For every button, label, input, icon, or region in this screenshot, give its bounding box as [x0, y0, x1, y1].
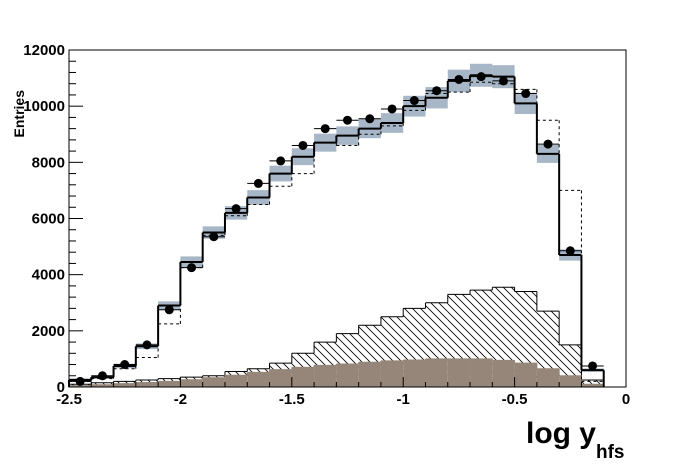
y-tick-label: 4000	[32, 267, 65, 284]
y-tick-label: 12000	[23, 42, 65, 59]
filled-bar	[291, 367, 315, 387]
data-point	[97, 371, 107, 381]
filled-bar	[336, 363, 359, 387]
data-point	[409, 96, 419, 106]
x-axis-label-sub: hfs	[596, 442, 625, 463]
filled-bar	[158, 381, 181, 387]
filled-bar	[425, 358, 448, 387]
filled-bar	[135, 382, 159, 387]
data-point	[253, 178, 263, 188]
filled-bar	[91, 384, 114, 387]
data-point	[521, 89, 531, 99]
filled-bar	[447, 358, 471, 387]
hatched-bar	[581, 379, 604, 387]
data-point	[120, 360, 130, 370]
x-axis-label: log y	[526, 417, 596, 450]
filled-bar	[380, 360, 404, 387]
x-tick-label: 0	[622, 391, 630, 408]
filled-bar	[514, 363, 537, 387]
data-point	[543, 139, 553, 149]
filled-bar	[581, 384, 604, 387]
data-point	[164, 305, 174, 315]
y-tick-label: 0	[57, 379, 65, 396]
x-tick-label: -2	[174, 391, 187, 408]
data-point	[432, 86, 442, 96]
filled-bar	[247, 372, 270, 387]
data-point	[387, 104, 397, 114]
data-point	[142, 340, 152, 350]
data-point	[75, 376, 85, 386]
data-point	[209, 232, 219, 242]
x-tick-label: -2.5	[56, 391, 82, 408]
filled-bar	[492, 360, 515, 387]
filled-bar	[358, 362, 381, 387]
filled-bar	[314, 365, 337, 387]
data-point	[187, 263, 197, 273]
filled-bar	[470, 358, 493, 387]
x-tick-label: -0.5	[502, 391, 528, 408]
y-axis-label: Entries	[11, 90, 27, 138]
data-point	[498, 76, 508, 86]
data-point	[343, 115, 352, 125]
hatched-bar	[536, 311, 560, 387]
filled-bar	[180, 379, 203, 387]
filled-bar	[113, 383, 136, 387]
y-tick-label: 2000	[32, 323, 65, 340]
data-point	[476, 72, 486, 82]
data-point	[588, 361, 598, 371]
y-tick-label: 8000	[32, 154, 65, 171]
filled-bar	[69, 385, 92, 387]
data-point	[320, 124, 330, 134]
filled-bar	[403, 360, 426, 387]
data-point	[365, 114, 375, 124]
data-point	[454, 74, 464, 84]
data-point	[565, 246, 575, 256]
y-tick-label: 6000	[32, 211, 65, 228]
filled-bar	[536, 368, 560, 387]
data-point	[231, 204, 241, 214]
data-point	[276, 156, 286, 166]
x-tick-label: -1	[397, 391, 410, 408]
y-tick-label: 10000	[23, 98, 65, 115]
filled-bar	[202, 377, 225, 387]
filled-bar	[224, 375, 248, 387]
filled-bar	[269, 369, 292, 387]
filled-bar	[559, 375, 582, 387]
data-point	[298, 140, 308, 150]
x-tick-label: -1.5	[279, 391, 305, 408]
